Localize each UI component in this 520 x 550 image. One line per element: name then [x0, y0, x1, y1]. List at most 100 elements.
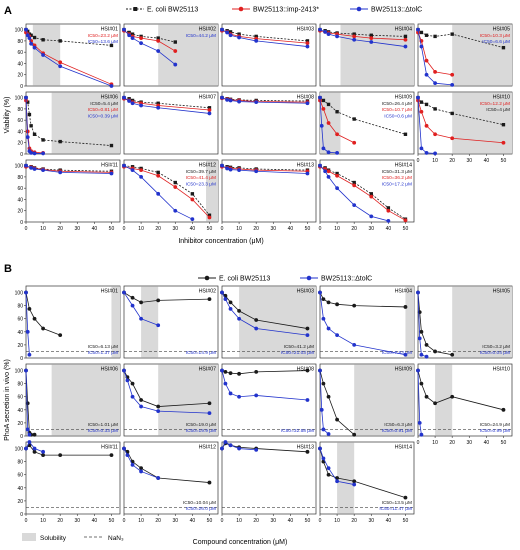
- data-point: [424, 123, 429, 128]
- data-point: [417, 421, 422, 425]
- x-tick-label: 40: [190, 226, 196, 232]
- y-tick-label: 20: [17, 141, 23, 147]
- data-point: [433, 349, 437, 354]
- data-point: [254, 34, 258, 39]
- series-line: [417, 97, 436, 154]
- data-point: [190, 197, 195, 202]
- panel-id-label: HSI#06: [101, 367, 118, 373]
- data-point: [352, 203, 357, 207]
- data-point: [433, 70, 437, 74]
- solubility-legend-label: Solubility: [40, 535, 67, 542]
- data-point: [403, 34, 408, 39]
- data-point: [424, 150, 429, 155]
- panel-id-label: HSI#07: [199, 367, 216, 373]
- subplot-hsi-01-b: 0 20 40 60 80 100 HSI#01 IC50=6.13 μMIC50=1.37 …: [15, 285, 121, 362]
- y-tick-label: 40: [17, 197, 23, 203]
- solubility-shade: [239, 286, 316, 358]
- legend-label: E. coli BW25113: [219, 276, 270, 283]
- x-tick-label: 20: [155, 518, 161, 524]
- solubility-legend-swatch: [22, 533, 36, 541]
- legend-label: BW25113::ΔtolC: [321, 276, 372, 283]
- x-tick-label: 40: [190, 518, 196, 524]
- data-point: [403, 305, 408, 309]
- data-point: [321, 297, 326, 301]
- data-point: [237, 308, 241, 313]
- data-point: [32, 151, 37, 156]
- solubility-shade: [452, 24, 512, 86]
- data-point: [318, 290, 322, 295]
- data-point: [207, 297, 212, 301]
- panel-a-y-axis-label: Viability (%): [4, 97, 11, 134]
- series-line: [417, 370, 504, 411]
- data-point: [501, 122, 506, 127]
- x-tick-label: 10: [236, 226, 242, 232]
- data-point: [125, 453, 130, 457]
- data-point: [369, 33, 373, 37]
- data-point: [27, 307, 32, 311]
- data-point: [369, 36, 374, 40]
- y-tick-label: 60: [17, 50, 23, 56]
- x-tick-label: 30: [466, 440, 472, 446]
- subplot-hsi-12-b: 0 10 20 30 40 50 HSI#12 IC50=10.04 μMIC50=26.0 …: [122, 441, 219, 524]
- data-point: [417, 336, 422, 341]
- panel-id-label: HSI#01: [101, 27, 118, 33]
- solubility-shade: [337, 442, 355, 514]
- data-point: [41, 453, 45, 457]
- ic50-label: IC50=32.58 μM: [281, 428, 314, 434]
- data-point: [156, 36, 160, 40]
- panel-a-title: A: [4, 5, 12, 17]
- data-point: [58, 333, 63, 337]
- x-tick-label: 40: [484, 158, 490, 164]
- series-line: [417, 292, 427, 358]
- panel-id-label: HSI#10: [493, 367, 510, 373]
- data-point: [109, 43, 114, 48]
- solubility-shade: [51, 92, 120, 154]
- data-point: [25, 427, 30, 432]
- x-tick-label: 50: [109, 226, 115, 232]
- ic50-label: IC50=10.3 μM: [480, 33, 510, 39]
- y-tick-label: 0: [20, 356, 23, 362]
- legend-marker: [238, 6, 244, 12]
- data-point: [321, 456, 326, 461]
- series-line: [319, 165, 406, 220]
- y-tick-label: 80: [17, 304, 23, 310]
- data-point: [207, 106, 212, 110]
- solubility-shade: [158, 364, 218, 436]
- panel-id-label: HSI#03: [297, 289, 314, 295]
- data-point: [237, 35, 241, 40]
- data-point: [305, 326, 310, 331]
- data-point: [318, 446, 322, 451]
- data-point: [237, 99, 241, 104]
- data-point: [352, 34, 357, 39]
- x-tick-label: 0: [221, 518, 224, 524]
- data-point: [24, 95, 28, 100]
- data-point: [225, 166, 230, 171]
- series-line: [25, 441, 44, 453]
- ic50-label: IC50=41.4 μM: [186, 175, 216, 181]
- panel-id-label: HSI#11: [101, 445, 118, 451]
- data-point: [223, 381, 228, 386]
- legend-marker: [204, 275, 210, 281]
- data-point: [228, 30, 233, 34]
- data-point: [26, 100, 30, 104]
- data-point: [386, 208, 391, 213]
- data-point: [254, 393, 259, 398]
- data-point: [319, 123, 324, 128]
- subplot-hsi-03-a: HSI#03: [220, 23, 317, 87]
- x-tick-label: 0: [221, 226, 224, 232]
- data-point: [130, 295, 135, 300]
- x-tick-label: 50: [501, 440, 507, 446]
- subplot-hsi-14-b: 0 10 20 30 40 50 HSI#14 IC50=13.5 μMIC50=11.47 …: [318, 441, 415, 524]
- data-point: [32, 132, 37, 136]
- data-point: [130, 168, 135, 173]
- ic50-label: IC50=0.6 μM: [384, 113, 412, 119]
- ic50-label: IC50=24.9 μM: [480, 422, 510, 428]
- data-point: [27, 112, 32, 117]
- data-point: [305, 41, 310, 46]
